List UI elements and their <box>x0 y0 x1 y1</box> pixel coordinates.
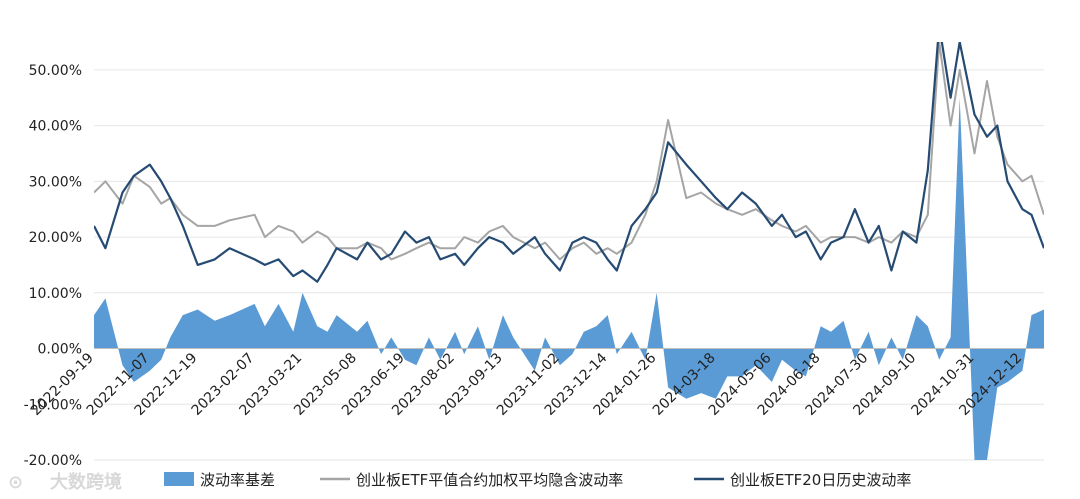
y-axis-ticks: -20.00% -10.00% 0.00% 10.00% 20.00% 30.00% 40.… <box>24 63 82 469</box>
y-tick-label: -20.00% <box>24 453 82 469</box>
series-line-historical <box>94 42 1044 283</box>
watermark: ⊙ 大数跨境 <box>8 471 122 493</box>
series-layer <box>94 42 1044 460</box>
y-tick-label: 50.00% <box>29 63 82 79</box>
watermark-logo-icon: ⊙ <box>8 472 23 493</box>
y-tick-label: 30.00% <box>29 174 82 190</box>
y-tick-label: 20.00% <box>29 230 82 246</box>
legend-label-basis: 波动率基差 <box>200 471 275 489</box>
y-tick-label: 0.00% <box>38 342 82 358</box>
series-area-basis <box>94 97 1044 460</box>
x-axis-ticks: 2022-09-192022-11-072022-12-192023-02-07… <box>28 350 1025 419</box>
legend-label-implied: 创业板ETF平值合约加权平均隐含波动率 <box>356 471 623 489</box>
y-tick-label: 10.00% <box>29 286 82 302</box>
legend: 波动率基差 创业板ETF平值合约加权平均隐含波动率 创业板ETF20日历史波动率 <box>164 471 911 489</box>
legend-swatch-basis <box>164 472 194 486</box>
legend-label-historical: 创业板ETF20日历史波动率 <box>730 471 911 489</box>
y-tick-label: 40.00% <box>29 119 82 135</box>
series-line-implied <box>94 42 1044 261</box>
y-tick-label: -10.00% <box>24 397 82 413</box>
watermark-text: 大数跨境 <box>50 471 122 493</box>
